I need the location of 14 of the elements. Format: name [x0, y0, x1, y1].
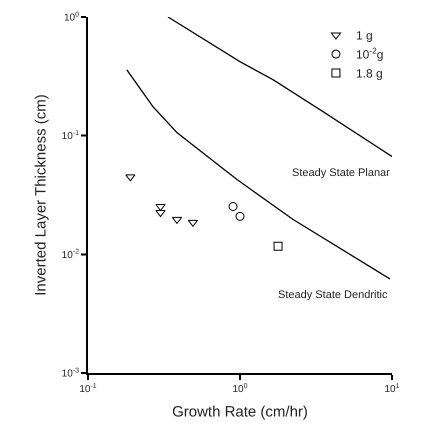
y-tick-label: 10$^{-1}$ [62, 130, 80, 142]
annotation: Steady State Dendritic [278, 289, 388, 301]
x-tick-label: 10$^{1}$ [384, 382, 400, 395]
legend-label: 10$^{-2}$g [356, 46, 384, 62]
x-axis-title: Growth Rate (cm/hr) [172, 404, 308, 420]
y-tick-label: 10$^{0}$ [64, 11, 80, 24]
x-tick-label: 10$^{0}$ [232, 382, 248, 395]
legend-label: 1 g [356, 28, 373, 43]
annotation: Steady State Planar [292, 167, 390, 179]
legend-label: 1.8 g [356, 66, 383, 81]
x-tick-label: 10$^{-1}$ [79, 382, 97, 395]
y-axis-title: Inverted Layer Thickness (cm) [32, 94, 50, 296]
y-tick-label: 10$^{-2}$ [62, 248, 80, 261]
y-tick-label: 10$^{-3}$ [62, 367, 80, 380]
